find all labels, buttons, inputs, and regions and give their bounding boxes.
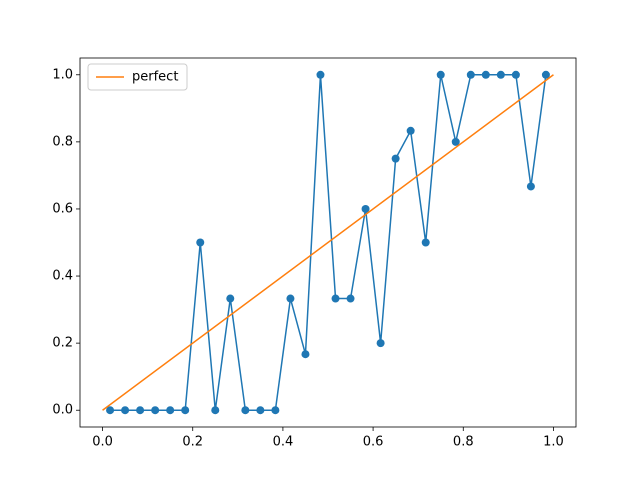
plot-frame: [79, 57, 577, 428]
marker: [496, 70, 505, 79]
y-tick-label: 0.6: [52, 201, 73, 216]
marker: [226, 294, 235, 303]
marker: [286, 294, 295, 303]
marker: [541, 70, 550, 79]
marker: [466, 70, 475, 79]
marker: [316, 70, 325, 79]
y-tick-label: 0.0: [52, 403, 73, 418]
x-tick-label: 1.0: [543, 435, 564, 450]
marker: [391, 154, 400, 163]
marker: [241, 406, 250, 415]
legend-label: perfect: [132, 70, 178, 85]
x-tick-label: 0.4: [273, 435, 294, 450]
marker: [361, 204, 370, 213]
marker: [106, 406, 115, 415]
marker: [481, 70, 490, 79]
y-tick-label: 1.0: [52, 67, 73, 82]
marker: [136, 406, 145, 415]
x-tick-label: 0.6: [363, 435, 384, 450]
marker: [421, 238, 430, 247]
marker: [256, 406, 265, 415]
marker: [436, 70, 445, 79]
marker: [331, 294, 340, 303]
marker: [301, 350, 310, 359]
marker: [376, 339, 385, 348]
marker: [121, 406, 130, 415]
marker: [511, 70, 520, 79]
marker: [406, 126, 415, 135]
x-tick-label: 0.0: [92, 435, 113, 450]
x-tick-label: 0.2: [182, 435, 203, 450]
marker: [166, 406, 175, 415]
marker: [451, 137, 460, 146]
marker: [211, 406, 220, 415]
y-tick-label: 0.4: [52, 269, 73, 284]
marker: [346, 294, 355, 303]
series-line: [102, 74, 554, 411]
marker: [181, 406, 190, 415]
y-tick-label: 0.2: [52, 336, 73, 351]
marker: [151, 406, 160, 415]
legend-box: [87, 63, 188, 91]
marker: [271, 406, 280, 415]
x-tick-label: 0.8: [453, 435, 474, 450]
marker: [196, 238, 205, 247]
marker: [526, 182, 535, 191]
y-tick-label: 0.8: [52, 134, 73, 149]
